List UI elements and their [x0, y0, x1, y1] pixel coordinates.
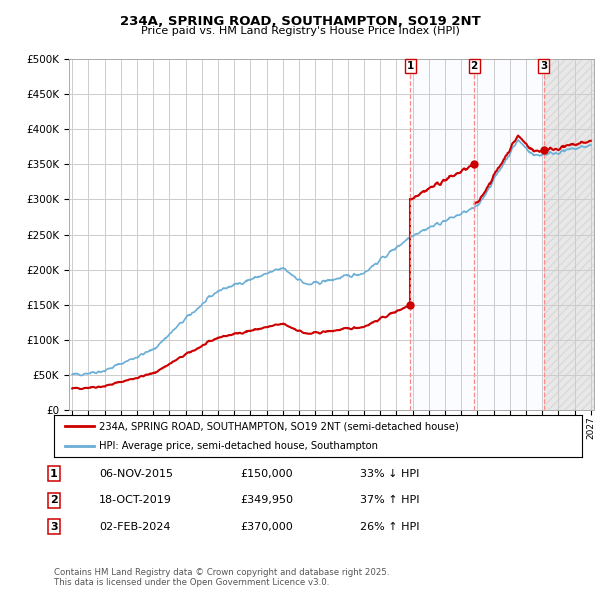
Text: 2: 2 [50, 496, 58, 505]
Bar [544, 59, 596, 410]
Text: 1: 1 [406, 61, 414, 71]
Text: 234A, SPRING ROAD, SOUTHAMPTON, SO19 2NT: 234A, SPRING ROAD, SOUTHAMPTON, SO19 2NT [119, 15, 481, 28]
Text: 234A, SPRING ROAD, SOUTHAMPTON, SO19 2NT (semi-detached house): 234A, SPRING ROAD, SOUTHAMPTON, SO19 2NT… [99, 421, 459, 431]
Bar [544, 59, 596, 410]
Text: Contains HM Land Registry data © Crown copyright and database right 2025.
This d: Contains HM Land Registry data © Crown c… [54, 568, 389, 587]
Text: £349,950: £349,950 [240, 496, 293, 505]
Text: £370,000: £370,000 [240, 522, 293, 532]
Text: 37% ↑ HPI: 37% ↑ HPI [360, 496, 419, 505]
Bar [410, 59, 474, 410]
Text: HPI: Average price, semi-detached house, Southampton: HPI: Average price, semi-detached house,… [99, 441, 378, 451]
Bar [474, 59, 544, 410]
Text: 33% ↓ HPI: 33% ↓ HPI [360, 469, 419, 478]
Text: 06-NOV-2015: 06-NOV-2015 [99, 469, 173, 478]
Text: 2: 2 [470, 61, 478, 71]
Text: 02-FEB-2024: 02-FEB-2024 [99, 522, 170, 532]
Text: 26% ↑ HPI: 26% ↑ HPI [360, 522, 419, 532]
Text: £150,000: £150,000 [240, 469, 293, 478]
Text: 3: 3 [540, 61, 547, 71]
Text: Price paid vs. HM Land Registry's House Price Index (HPI): Price paid vs. HM Land Registry's House … [140, 26, 460, 35]
Text: 3: 3 [50, 522, 58, 532]
Text: 1: 1 [50, 469, 58, 478]
Text: 18-OCT-2019: 18-OCT-2019 [99, 496, 172, 505]
